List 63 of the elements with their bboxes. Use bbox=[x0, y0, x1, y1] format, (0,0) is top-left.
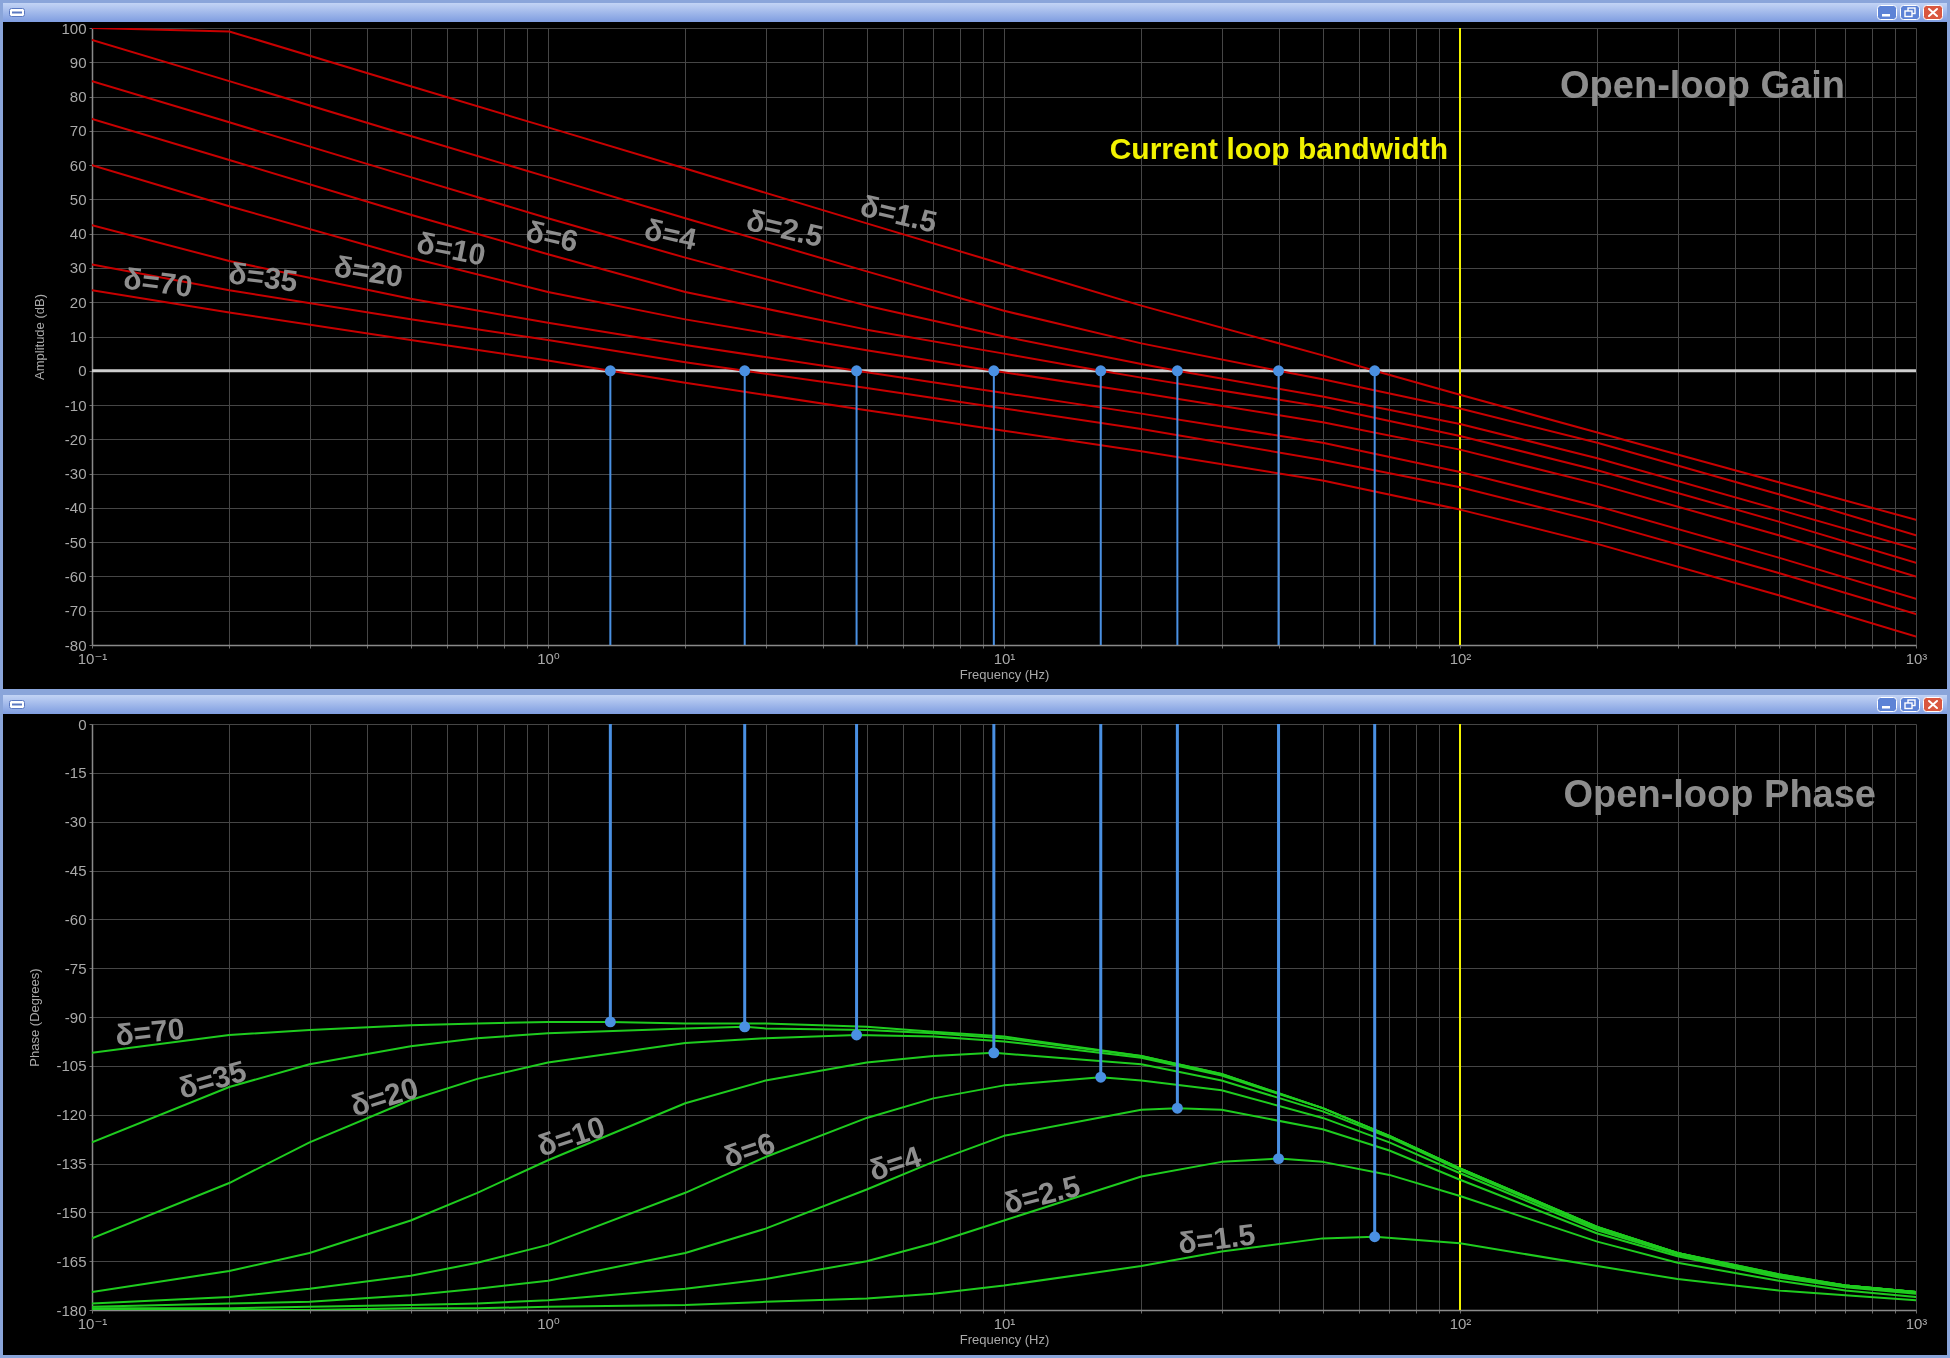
y-tick-label: 50 bbox=[69, 190, 87, 208]
y-tick-label: -45 bbox=[64, 862, 87, 879]
text: δ=10 bbox=[414, 225, 489, 272]
text: δ=1.5 bbox=[1176, 1217, 1258, 1260]
y-tick-label: -80 bbox=[64, 636, 87, 654]
y-tick-label: 10 bbox=[69, 328, 87, 345]
y-tick-label: -50 bbox=[64, 533, 87, 551]
y-tick-label: 100 bbox=[61, 19, 87, 37]
text: δ=2.5 bbox=[1000, 1168, 1084, 1220]
y-tick-label: 80 bbox=[69, 88, 87, 106]
y-tick-label: -75 bbox=[64, 959, 87, 977]
text: δ=70 bbox=[121, 261, 195, 304]
text: δ=20 bbox=[346, 1070, 423, 1123]
y-axis-title: Phase (Degrees) bbox=[27, 968, 43, 1067]
x-axis-title: Frequency (Hz) bbox=[959, 666, 1050, 682]
x-tick-label: 10¹ bbox=[993, 649, 1016, 667]
x-tick-label: 10³ bbox=[1905, 649, 1928, 667]
x-tick-label: 10⁰ bbox=[537, 649, 560, 667]
y-tick-label: -60 bbox=[64, 910, 87, 928]
y-tick-label: -135 bbox=[56, 1155, 87, 1172]
text: δ=10 bbox=[533, 1109, 610, 1163]
text: δ=6 bbox=[718, 1125, 779, 1174]
ref-line-label: Current loop bandwidth bbox=[1109, 132, 1448, 165]
y-tick-label: 40 bbox=[69, 225, 87, 243]
text: Open-loop Gain bbox=[1560, 64, 1845, 106]
y-tick-label: -15 bbox=[64, 764, 87, 782]
x-tick-label: 10² bbox=[1449, 649, 1472, 667]
y-tick-label: -10 bbox=[64, 396, 87, 414]
y-tick-label: 70 bbox=[69, 122, 87, 140]
y-tick-label: -90 bbox=[64, 1008, 87, 1026]
text: δ=2.5 bbox=[743, 203, 827, 253]
x-tick-label: 10⁰ bbox=[537, 1314, 560, 1332]
text: δ=4 bbox=[864, 1139, 926, 1188]
y-tick-label: 60 bbox=[69, 156, 87, 174]
text: δ=35 bbox=[226, 256, 300, 298]
y-axis-title: Amplitude (dB) bbox=[32, 294, 48, 380]
y-tick-label: -165 bbox=[56, 1252, 87, 1270]
x-tick-label: 10³ bbox=[1905, 1314, 1928, 1332]
y-tick-label: -105 bbox=[56, 1057, 87, 1075]
y-tick-label: -20 bbox=[64, 430, 87, 448]
y-tick-label: -120 bbox=[56, 1106, 87, 1124]
x-tick-label: 10² bbox=[1449, 1314, 1472, 1332]
text: δ=20 bbox=[331, 249, 406, 294]
y-tick-label: 0 bbox=[78, 362, 87, 380]
x-axis-title: Frequency (Hz) bbox=[959, 1331, 1050, 1347]
y-tick-label: -30 bbox=[64, 465, 87, 483]
text: δ=35 bbox=[174, 1053, 251, 1105]
y-tick-label: -150 bbox=[56, 1203, 87, 1221]
y-tick-label: -60 bbox=[64, 567, 87, 585]
text: δ=1.5 bbox=[857, 188, 941, 239]
x-tick-label: 10¹ bbox=[993, 1314, 1016, 1332]
y-tick-label: 20 bbox=[69, 293, 87, 311]
y-tick-label: -180 bbox=[56, 1301, 87, 1319]
y-tick-label: 90 bbox=[69, 53, 87, 71]
text: δ=70 bbox=[113, 1011, 186, 1052]
y-tick-label: -70 bbox=[64, 602, 87, 620]
text: δ=4 bbox=[641, 212, 701, 257]
y-tick-label: 30 bbox=[69, 259, 87, 277]
text: δ=6 bbox=[522, 214, 582, 258]
y-tick-label: -30 bbox=[64, 813, 87, 831]
y-tick-label: 0 bbox=[78, 715, 87, 733]
text: Open-loop Phase bbox=[1563, 773, 1876, 815]
y-tick-label: -40 bbox=[64, 499, 87, 517]
